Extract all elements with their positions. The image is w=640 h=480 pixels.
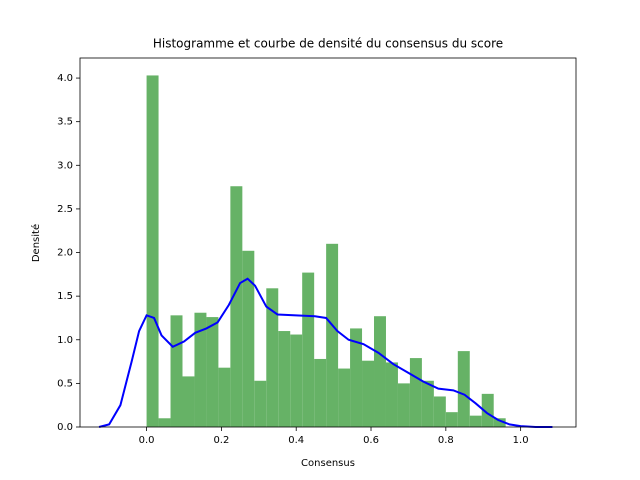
bar — [445, 412, 458, 427]
x-axis-label: Consensus — [301, 458, 355, 469]
bar — [206, 317, 219, 427]
bar — [469, 415, 482, 427]
y-tick-label: 0.0 — [57, 422, 73, 433]
bar — [350, 328, 363, 427]
bar — [230, 186, 243, 427]
y-axis-label: Densité — [30, 224, 42, 262]
bar — [385, 362, 398, 427]
y-tick-label: 2.0 — [57, 248, 73, 259]
x-tick-label: 0.8 — [438, 435, 454, 446]
y-tick-label: 1.5 — [57, 291, 73, 302]
y-tick-label: 0.5 — [57, 378, 73, 389]
x-tick-label: 0.0 — [139, 435, 155, 446]
x-tick-label: 1.0 — [513, 435, 529, 446]
bar — [338, 368, 351, 427]
x-tick-label: 0.2 — [213, 435, 229, 446]
bar — [170, 315, 183, 427]
bar — [314, 358, 327, 427]
bar — [194, 312, 207, 427]
bar — [362, 360, 375, 427]
bar — [409, 358, 422, 427]
x-tick-label: 0.4 — [288, 435, 304, 446]
bar — [254, 380, 267, 427]
bar — [242, 250, 255, 427]
bar — [182, 376, 195, 427]
y-tick-label: 3.5 — [57, 117, 73, 128]
bar — [481, 393, 494, 427]
y-tick-label: 1.0 — [57, 335, 73, 346]
bar — [493, 418, 506, 427]
y-tick-label: 4.0 — [57, 73, 73, 84]
bar — [266, 288, 279, 427]
bar — [326, 243, 339, 427]
bar — [146, 75, 159, 427]
bar — [433, 396, 446, 427]
bar — [421, 380, 434, 427]
bar — [158, 418, 171, 427]
bar — [218, 367, 231, 427]
y-tick-label: 3.0 — [57, 160, 73, 171]
bar — [457, 351, 470, 427]
plot-frame — [79, 57, 577, 428]
bar — [397, 383, 410, 427]
density-line — [98, 277, 553, 428]
y-tick-label: 2.5 — [57, 204, 73, 215]
bar — [290, 334, 303, 427]
x-tick-label: 0.6 — [363, 435, 379, 446]
chart-title: Histogramme et courbe de densité du cons… — [153, 37, 503, 51]
bar — [278, 331, 291, 427]
bar — [374, 316, 386, 427]
bar — [302, 272, 315, 427]
